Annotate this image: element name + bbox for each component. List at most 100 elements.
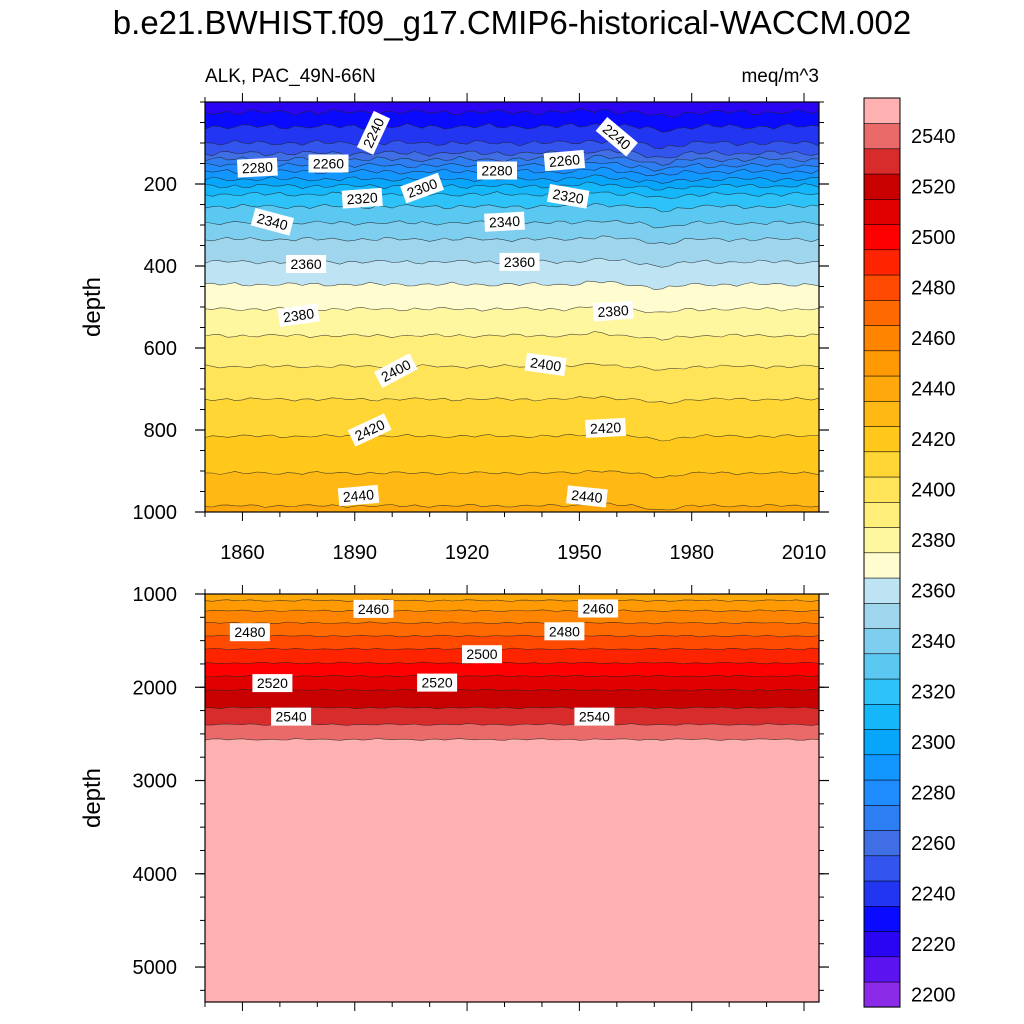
svg-text:2540: 2540 [579,709,610,725]
contour-line-2240 [205,122,819,133]
contour-line-2350 [205,235,819,245]
contour-line-2390 [205,331,819,341]
contour-line-2320 [205,190,819,199]
figure-title: b.e21.BWHIST.f09_g17.CMIP6-historical-WA… [113,4,911,41]
contour-label: 2340 [484,211,525,232]
colorbar-swatch-2270 [863,804,901,831]
y-tick-label-upper: 1000 [133,502,178,524]
colorbar-label: 2540 [911,126,956,148]
y-tick-label-upper: 200 [144,174,177,196]
svg-text:2520: 2520 [257,675,288,691]
contour-label: 2520 [252,674,293,693]
colorbar-label: 2420 [911,429,956,451]
colorbar-swatch-2480 [863,274,901,301]
contour-label: 2380 [277,303,320,327]
colorbar-label: 2360 [911,580,956,602]
svg-text:2280: 2280 [241,159,273,177]
svg-text:2260: 2260 [313,156,344,172]
svg-text:2480: 2480 [549,623,580,639]
svg-text:2380: 2380 [597,302,629,320]
svg-text:2340: 2340 [255,210,289,234]
x-tick-label: 2010 [782,542,827,564]
colorbar-label: 2240 [911,883,956,905]
colorbar-swatch-2370 [863,552,901,579]
colorbar-swatch-2340 [863,627,901,655]
colorbar-label: 2340 [911,631,956,653]
colorbar-swatch-2350 [863,602,901,629]
units-subtitle: meq/m^3 [741,66,819,87]
svg-text:2460: 2460 [583,601,614,617]
colorbar-swatch-2540 [863,122,901,150]
colorbar-swatch-2330 [863,653,901,680]
x-tick-label: 1890 [333,542,378,564]
colorbar-label: 2220 [911,934,956,956]
contour-label: 2360 [499,252,540,271]
contour-line-2430 [205,470,819,479]
svg-text:2380: 2380 [282,305,315,325]
x-tick-label: 1950 [557,542,602,564]
contour-label: 2460 [578,599,619,618]
contour-line-2440 [205,502,819,511]
contour-line-2510 [205,674,819,678]
svg-text:2320: 2320 [551,186,585,207]
contour-label: 2260 [543,149,586,172]
colorbar-swatch-2460 [863,324,901,352]
colorbar-swatch-2200 [863,981,901,1008]
colorbar-label: 2320 [911,681,956,703]
y-tick-label-lower: 4000 [133,864,178,886]
colorbar-swatch-2310 [863,703,901,730]
svg-text:2260: 2260 [548,151,581,170]
colorbar-swatch-2500 [863,223,901,251]
colorbar-label: 2440 [911,378,956,400]
svg-text:2340: 2340 [489,213,521,231]
svg-text:2360: 2360 [504,254,535,270]
svg-text:2400: 2400 [529,354,562,374]
y-tick-label-upper: 800 [144,420,177,442]
plot-frame-lower [204,593,820,1003]
left-subtitle: ALK, PAC_49N-66N [205,66,376,87]
contour-line-2310 [205,181,819,191]
y-tick-label-lower: 2000 [133,677,178,699]
svg-text:2280: 2280 [481,163,512,179]
svg-text:2440: 2440 [571,487,604,506]
colorbar-label: 2260 [911,833,956,855]
colorbar-swatch-2440 [863,375,901,402]
colorbar-label: 2380 [911,530,956,552]
colorbar-swatch-2470 [863,299,901,326]
contour-line-2480 [205,634,819,638]
x-tick-label: 1920 [445,542,490,564]
contour-line-2250 [205,139,819,150]
x-tick-label: 1980 [669,542,714,564]
colorbar-swatch-2490 [863,249,901,276]
y-tick-label-lower: 3000 [133,771,178,793]
contour-line-2420 [205,433,819,442]
contour-label: 2520 [417,673,458,692]
contour-line-2400 [205,362,819,371]
colorbar-swatch-2380 [863,526,901,554]
contour-line-2470 [205,621,819,625]
svg-text:2480: 2480 [234,624,265,640]
svg-text:2360: 2360 [291,256,322,272]
colorbar: 2200 2220 2240 2260 2280 2300 2320 2340 2360 2380… [863,97,956,1008]
contour-line-2450 [205,599,819,602]
colorbar-label: 2480 [911,277,956,299]
svg-text:2540: 2540 [276,709,307,725]
colorbar-swatch-2400 [863,476,901,503]
colorbar-swatch-2420 [863,425,901,453]
colorbar-swatch-2430 [863,400,901,427]
colorbar-swatch-2520 [863,173,901,200]
contour-label: 2440 [566,485,608,508]
contour-label: 2400 [524,352,567,377]
colorbar-swatch-2290 [863,754,901,781]
contour-label: 2420 [585,417,627,438]
contour-label: 2480 [229,623,270,642]
contour-label: 2320 [546,183,590,209]
colorbar-label: 2280 [911,782,956,804]
colorbar-swatch-2210 [863,956,901,983]
y-tick-label-upper: 400 [144,256,177,278]
y-tick-label-upper: 600 [144,338,177,360]
colorbar-label: 2400 [911,479,956,501]
colorbar-swatch-2260 [863,829,901,857]
